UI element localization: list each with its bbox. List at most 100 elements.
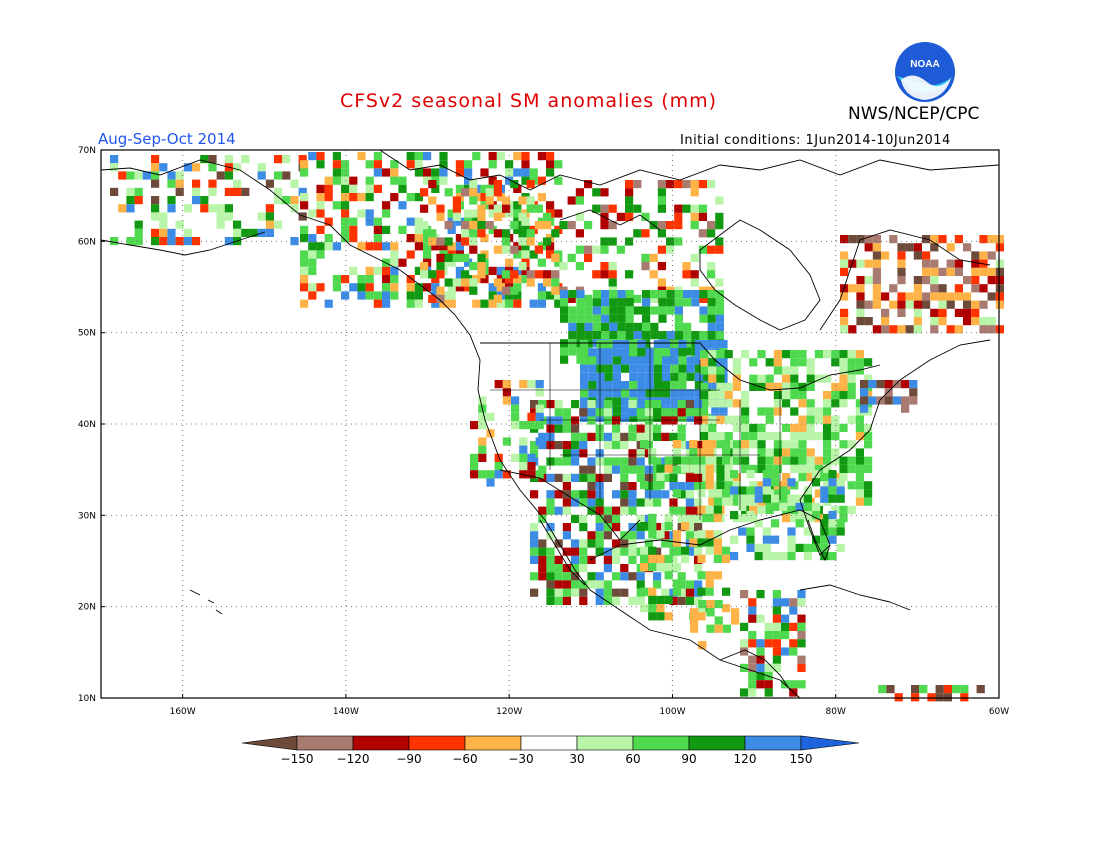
anomaly-cell	[705, 579, 714, 588]
anomaly-cell	[706, 608, 715, 617]
anomaly-cell	[738, 486, 747, 495]
colorbar-box	[744, 735, 802, 751]
anomaly-cell	[911, 685, 920, 694]
anomaly-cell	[510, 245, 519, 254]
anomaly-cell	[488, 176, 497, 185]
anomaly-cell	[650, 331, 659, 340]
anomaly-cell	[839, 358, 848, 367]
anomaly-cell	[681, 554, 690, 563]
anomaly-cell	[554, 580, 563, 589]
anomaly-cell	[772, 614, 781, 623]
anomaly-cell	[604, 381, 613, 390]
anomaly-cell	[856, 317, 865, 326]
anomaly-cell	[406, 193, 415, 202]
anomaly-cell	[790, 464, 799, 473]
anomaly-cell	[488, 152, 497, 161]
anomaly-cell	[478, 412, 487, 421]
anomaly-cell	[677, 408, 686, 417]
colorbar-tick-label: −60	[452, 752, 478, 766]
anomaly-cell	[538, 564, 547, 573]
anomaly-cell	[406, 160, 415, 169]
anomaly-cell	[686, 356, 695, 365]
anomaly-cell	[604, 356, 613, 365]
anomaly-cell	[681, 456, 690, 465]
anomaly-cell	[357, 242, 366, 251]
anomaly-cell	[661, 432, 670, 441]
anomaly-cell	[806, 456, 815, 465]
anomaly-cell	[167, 196, 176, 205]
anomaly-cell	[685, 490, 694, 499]
anomaly-cell	[534, 221, 543, 230]
anomaly-cell	[705, 472, 714, 481]
coastlines	[100, 149, 1000, 699]
anomaly-cell	[662, 356, 671, 365]
anomaly-cell	[637, 356, 646, 365]
anomaly-cell	[349, 225, 358, 234]
anomaly-cell	[308, 291, 317, 300]
colorbar-box	[464, 735, 522, 751]
anomaly-cell	[764, 663, 773, 672]
anomaly-cell	[848, 235, 857, 244]
anomaly-cell	[617, 331, 626, 340]
anomaly-cell	[749, 505, 758, 514]
anomaly-cell	[913, 300, 922, 309]
anomaly-cell	[773, 456, 782, 465]
anomaly-cell	[872, 284, 881, 293]
anomaly-cell	[592, 245, 601, 254]
anomaly-cell	[797, 614, 806, 623]
anomaly-cell	[568, 322, 577, 331]
anomaly-cell	[628, 531, 637, 540]
anomaly-cell	[596, 348, 605, 357]
anomaly-cell	[674, 314, 683, 323]
anomaly-cell	[913, 251, 922, 260]
anomaly-cell	[814, 432, 823, 441]
anomaly-cell	[382, 275, 391, 284]
anomaly-cell	[480, 184, 489, 193]
anomaly-cell	[584, 306, 593, 315]
anomaly-cell	[732, 481, 741, 490]
anomaly-cell	[365, 242, 374, 251]
anomaly-cell	[782, 423, 791, 432]
anomaly-cell	[839, 456, 848, 465]
colorbar-tick-label: −150	[280, 752, 314, 766]
colorbar-box	[520, 735, 578, 751]
anomaly-cell	[588, 348, 597, 357]
anomaly-cell	[656, 481, 665, 490]
anomaly-cell	[600, 204, 609, 213]
anomaly-cell	[771, 470, 780, 479]
anomaly-cell	[672, 563, 681, 572]
anomaly-cell	[897, 259, 906, 268]
anomaly-cell	[698, 229, 707, 238]
anomaly-cell	[554, 299, 563, 308]
anomaly-cell	[685, 514, 694, 523]
anomaly-cell	[795, 494, 804, 503]
anomaly-cell	[633, 322, 642, 331]
anomaly-cell	[773, 399, 782, 408]
anomaly-cell	[757, 440, 766, 449]
anomaly-cell	[562, 449, 571, 458]
anomaly-cell	[637, 372, 646, 381]
anomaly-cell	[488, 283, 497, 292]
anomaly-cell	[724, 399, 733, 408]
anomaly-cell	[806, 415, 815, 424]
anomaly-cell	[551, 270, 560, 279]
anomaly-cell	[772, 655, 781, 664]
anomaly-cell	[365, 283, 374, 292]
anomaly-cell	[860, 404, 869, 413]
anomaly-cell	[713, 554, 722, 563]
anomaly-cell	[698, 180, 707, 189]
anomaly-cell	[694, 514, 703, 523]
anomaly-cell	[390, 275, 399, 284]
anomaly-cell	[551, 286, 560, 295]
anomaly-cell	[612, 465, 621, 474]
anomaly-cell	[656, 595, 665, 604]
anomaly-cell	[672, 489, 681, 498]
anomaly-cell	[398, 258, 407, 267]
anomaly-cell	[765, 415, 774, 424]
anomaly-cell	[946, 325, 955, 334]
anomaly-cell	[677, 580, 686, 589]
anomaly-cell	[773, 350, 782, 359]
anomaly-cell	[576, 298, 585, 307]
anomaly-cell	[551, 229, 560, 238]
